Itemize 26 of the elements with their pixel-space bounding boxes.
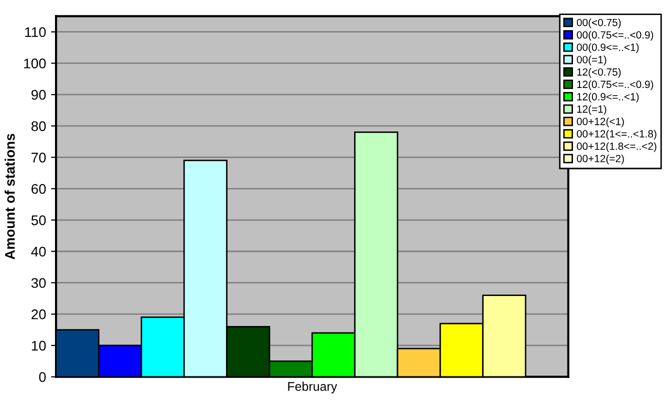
y-tick-label: 110 <box>25 27 46 38</box>
legend-label: 00(<0.75) <box>576 18 621 28</box>
y-tick-label: 80 <box>31 121 46 132</box>
legend-label: 12(<0.75) <box>577 68 621 78</box>
legend-label: 12(0.75<=..<0.9) <box>577 80 654 90</box>
legend-label: 00(0.9<=..<1) <box>576 43 639 54</box>
legend-label: 00+12(=2) <box>576 154 624 164</box>
legend-label: 12(0.9<=..<1) <box>577 92 639 102</box>
y-tick-label: 0 <box>39 372 46 382</box>
x-tick-label: February <box>288 382 338 394</box>
y-axis-title: Amount of stations <box>4 134 15 260</box>
y-tick-label: 100 <box>24 58 46 68</box>
y-tick-label: 40 <box>31 246 46 257</box>
legend-label: 00+12(1<=..<1.8) <box>576 130 656 140</box>
legend-label: 00(=1) <box>576 56 606 66</box>
y-tick-label: 20 <box>32 309 46 320</box>
legend-label: 12(=1) <box>577 105 606 115</box>
legend-label: 00+12(1.8<=..<2) <box>576 142 656 152</box>
y-tick-label: 60 <box>32 184 46 194</box>
legend-label: 00(0.75<=..<0.9) <box>576 30 654 41</box>
legend-label: 00+12(<1) <box>576 118 624 128</box>
y-tick-label: 70 <box>32 152 46 162</box>
y-tick-label: 30 <box>31 278 46 288</box>
y-tick-label: 90 <box>32 90 46 100</box>
y-tick-label: 50 <box>31 215 46 226</box>
y-tick-label: 10 <box>32 340 46 351</box>
